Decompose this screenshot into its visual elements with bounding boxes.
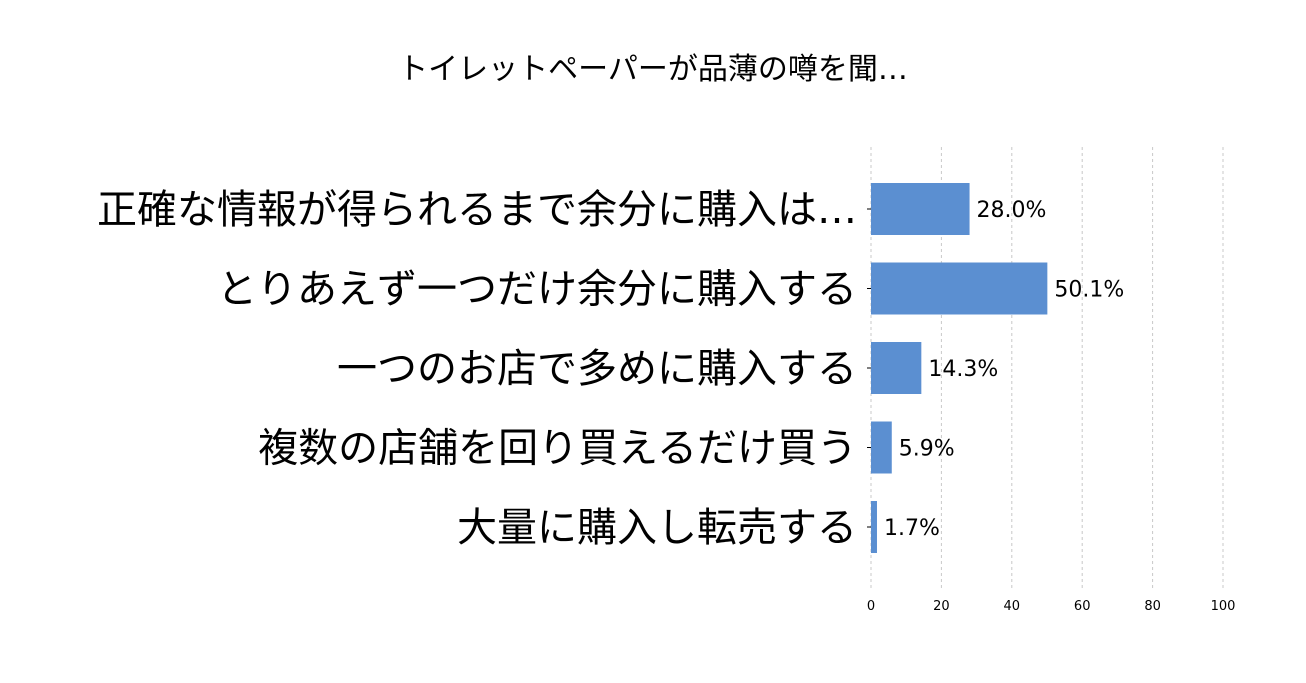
chart-title: トイレットペーパーが品薄の噂を聞… bbox=[398, 52, 908, 87]
value-label: 14.3% bbox=[928, 357, 998, 382]
bar-layer bbox=[871, 183, 1048, 553]
x-tick-label: 60 bbox=[1074, 599, 1091, 614]
category-label: 複数の店舗を回り買えるだけ買う bbox=[258, 426, 857, 472]
value-label: 28.0% bbox=[977, 198, 1047, 223]
category-label: 大量に購入し転売する bbox=[457, 505, 857, 551]
x-tick-label: 20 bbox=[933, 599, 950, 614]
category-label: とりあえず一つだけ余分に購入する bbox=[217, 267, 857, 313]
x-axis: 0 20 40 60 80 100 bbox=[867, 208, 1236, 614]
x-tick-label: 40 bbox=[1004, 599, 1021, 614]
value-label: 1.7% bbox=[884, 516, 940, 541]
category-label: 一つのお店で多めに購入する bbox=[337, 346, 857, 392]
value-label: 5.9% bbox=[899, 437, 955, 462]
value-label: 50.1% bbox=[1054, 278, 1124, 303]
x-tick-label: 80 bbox=[1144, 599, 1161, 614]
x-tick-label: 0 bbox=[867, 599, 875, 614]
label-layer: 正確な情報が得られるまで余分に購入は… 28.0% とりあえず一つだけ余分に購入する… bbox=[97, 187, 1124, 551]
category-label: 正確な情報が得られるまで余分に購入は… bbox=[97, 187, 857, 233]
bar bbox=[871, 183, 970, 235]
bar bbox=[871, 421, 892, 474]
bar bbox=[871, 501, 877, 553]
bar bbox=[871, 342, 922, 394]
x-tick-label: 100 bbox=[1211, 599, 1236, 614]
bar bbox=[871, 262, 1048, 315]
